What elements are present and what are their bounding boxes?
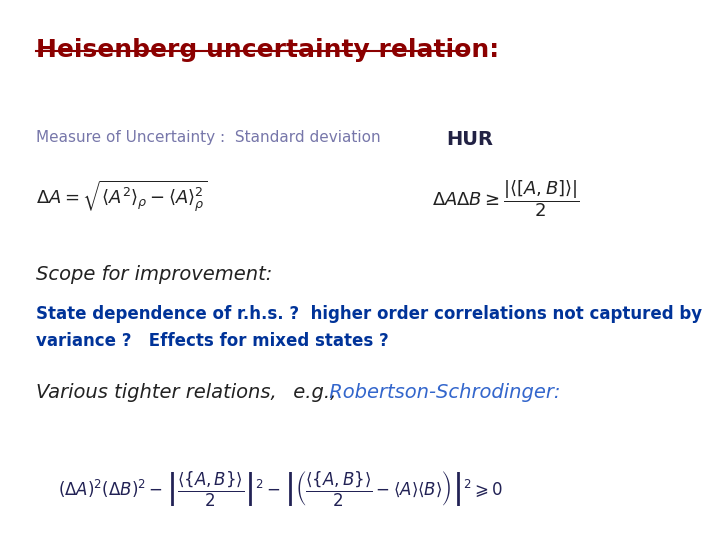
Text: $( \Delta A)^2(\Delta B)^2 - \left|\dfrac{\langle\{A,B\}\rangle}{2}\right|^2 - \: $( \Delta A)^2(\Delta B)^2 - \left|\dfra… (58, 470, 503, 509)
Text: Robertson-Schrodinger:: Robertson-Schrodinger: (323, 383, 560, 402)
Text: $\Delta A = \sqrt{\langle A^2\rangle_\rho - \langle A\rangle_\rho^2}$: $\Delta A = \sqrt{\langle A^2\rangle_\rh… (36, 178, 207, 214)
Text: Scope for improvement:: Scope for improvement: (36, 265, 272, 284)
Text: Heisenberg uncertainty relation:: Heisenberg uncertainty relation: (36, 38, 499, 62)
Text: e.g.,: e.g., (287, 383, 336, 402)
Text: Measure of Uncertainty :  Standard deviation: Measure of Uncertainty : Standard deviat… (36, 130, 381, 145)
Text: State dependence of r.h.s. ?  higher order correlations not captured by
variance: State dependence of r.h.s. ? higher orde… (36, 305, 702, 349)
Text: Various tighter relations,: Various tighter relations, (36, 383, 276, 402)
Text: HUR: HUR (446, 130, 493, 148)
Text: $\Delta A\Delta B \geq \dfrac{|\langle[A,B]\rangle|}{2}$: $\Delta A\Delta B \geq \dfrac{|\langle[A… (432, 178, 580, 219)
